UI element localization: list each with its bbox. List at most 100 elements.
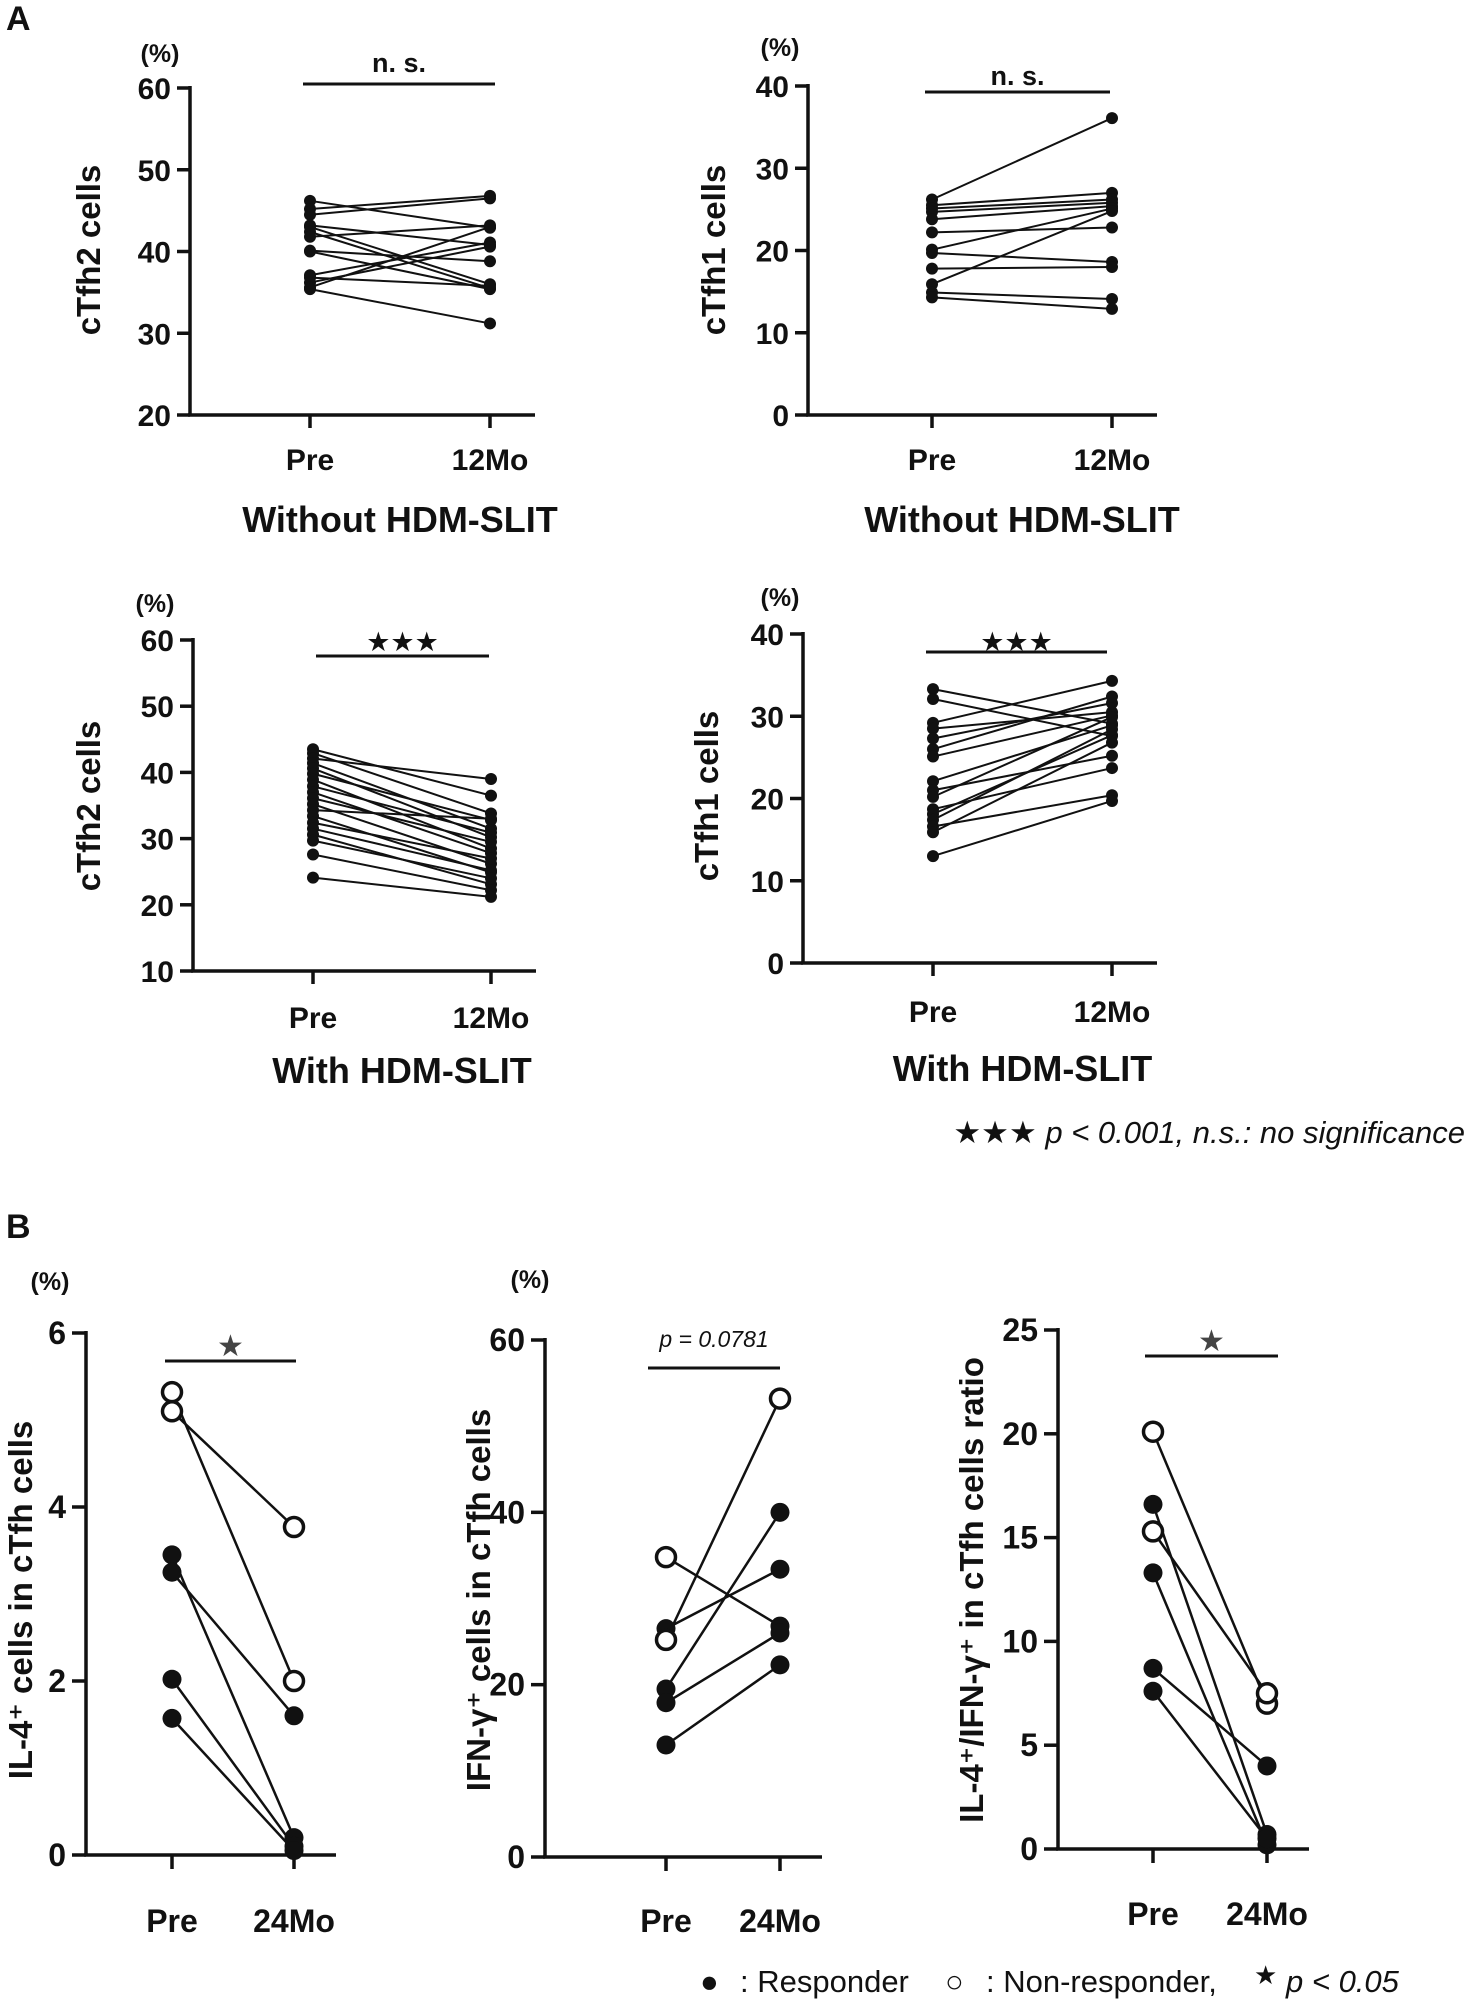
y-tick-label: 0 <box>507 1839 525 1875</box>
legend-star-label: p < 0.05 <box>1285 1964 1400 1999</box>
pair-line <box>171 1410 295 1528</box>
y-tick-label: 5 <box>1020 1727 1038 1763</box>
data-point-pre <box>1143 1494 1163 1514</box>
data-point-post <box>1106 260 1118 273</box>
y-tick-label: 40 <box>489 1494 525 1530</box>
x-tick-label: 12Mo <box>1074 996 1151 1029</box>
data-point-post <box>1106 794 1118 807</box>
legend-nonresponder-symbol: ○ <box>945 1964 964 1999</box>
data-point-post <box>284 1706 304 1726</box>
pair-line <box>309 224 491 246</box>
y-tick-label: 6 <box>48 1315 66 1351</box>
pair-line <box>312 791 492 855</box>
y-tick-label: 20 <box>1002 1416 1038 1452</box>
data-point-pre <box>927 826 939 839</box>
data-point-pre <box>656 1679 676 1699</box>
y-tick-label: 50 <box>138 155 171 188</box>
x-tick-label: 24Mo <box>253 1903 335 1939</box>
legend-nonresponder-label: : Non-responder, <box>986 1964 1217 1999</box>
significance-label: n. s. <box>372 48 426 78</box>
data-point-post <box>1257 1829 1277 1849</box>
pair-line <box>170 1391 296 1682</box>
data-point-post <box>770 1623 790 1643</box>
data-point-post <box>1106 293 1118 306</box>
panel-b-label: B <box>6 1208 31 1246</box>
data-point-post <box>485 872 497 885</box>
y-tick-label: 30 <box>756 153 789 186</box>
x-tick-label: 12Mo <box>452 444 529 477</box>
y-tick-label: 0 <box>1020 1831 1038 1867</box>
y-tick-label: 10 <box>756 318 789 351</box>
y-axis-title: IL-4⁺/IFN-γ⁺ in cTfh cells ratio <box>953 1357 990 1823</box>
pair-line <box>309 250 491 291</box>
data-point-pre <box>926 291 938 304</box>
data-point-post <box>282 1669 306 1693</box>
pair-line <box>664 1511 782 1690</box>
data-point-post <box>484 240 496 253</box>
data-point-post <box>770 1502 790 1522</box>
pair-line <box>931 117 1113 201</box>
y-unit-label: (%) <box>761 34 800 62</box>
significance-label: ★★★ <box>366 627 439 657</box>
data-point-pre <box>927 775 939 788</box>
chart-a1: 20 30 40 50 60 Pre 12Mo (%) cTfh2 cells Without H… <box>70 40 558 540</box>
significance-label: p = 0.0781 <box>658 1326 768 1352</box>
data-point-pre <box>927 790 939 803</box>
y-tick-label: 10 <box>751 866 784 899</box>
pair-line <box>309 276 491 287</box>
data-point-pre <box>162 1545 182 1565</box>
data-point-post <box>485 835 497 848</box>
data-point-pre <box>1143 1681 1163 1701</box>
data-point-pre <box>160 1380 184 1404</box>
data-point-pre <box>307 834 319 847</box>
y-tick-label: 10 <box>1002 1623 1038 1659</box>
data-point-pre <box>926 278 938 291</box>
y-tick-label: 60 <box>138 73 171 106</box>
pair-line <box>312 827 492 872</box>
data-point-pre <box>654 1545 678 1569</box>
pair-line <box>312 785 492 834</box>
data-point-post <box>1106 205 1118 218</box>
data-point-post <box>485 789 497 802</box>
x-tick-label: Pre <box>289 1002 337 1035</box>
pair-line <box>171 1717 295 1852</box>
data-point-pre <box>926 226 938 239</box>
pair-line <box>312 748 492 797</box>
pair-line <box>312 821 492 860</box>
pair-line <box>931 291 1113 301</box>
y-tick-label: 25 <box>1002 1312 1038 1348</box>
x-tick-label: Pre <box>286 444 334 477</box>
y-tick-label: 40 <box>756 71 789 104</box>
legend-responder-label: : Responder <box>740 1964 909 1999</box>
pair-line <box>309 224 491 238</box>
y-tick-label: 20 <box>489 1667 525 1703</box>
data-point-post <box>768 1387 792 1410</box>
data-point-post <box>284 1841 304 1861</box>
data-point-post <box>1106 762 1118 775</box>
x-tick-label: 12Mo <box>1074 444 1151 477</box>
significance-caption: ★★★ p < 0.001, n.s.: no significance <box>953 1115 1465 1150</box>
pair-line <box>312 752 492 815</box>
pair-line <box>312 876 492 898</box>
pair-line <box>932 702 1113 740</box>
data-point-post <box>484 192 496 205</box>
pair-line <box>1151 1572 1269 1846</box>
pair-line <box>312 767 492 839</box>
data-point-post <box>1106 736 1118 749</box>
y-tick-label: 20 <box>756 236 789 269</box>
y-tick-label: 4 <box>48 1489 66 1525</box>
y-tick-label: 40 <box>141 757 174 790</box>
data-point-pre <box>927 750 939 763</box>
pair-line <box>309 230 491 290</box>
y-unit-label: (%) <box>31 1268 70 1296</box>
y-axis-title: cTfh1 cells <box>695 165 732 336</box>
pair-line <box>309 199 491 229</box>
y-tick-label: 2 <box>48 1663 66 1699</box>
x-axis-title: With HDM-SLIT <box>893 1048 1153 1089</box>
data-point-post <box>1106 302 1118 315</box>
x-tick-label: Pre <box>1127 1896 1179 1932</box>
pair-line <box>932 724 1113 783</box>
pair-line <box>932 800 1113 858</box>
data-point-pre <box>162 1708 182 1728</box>
